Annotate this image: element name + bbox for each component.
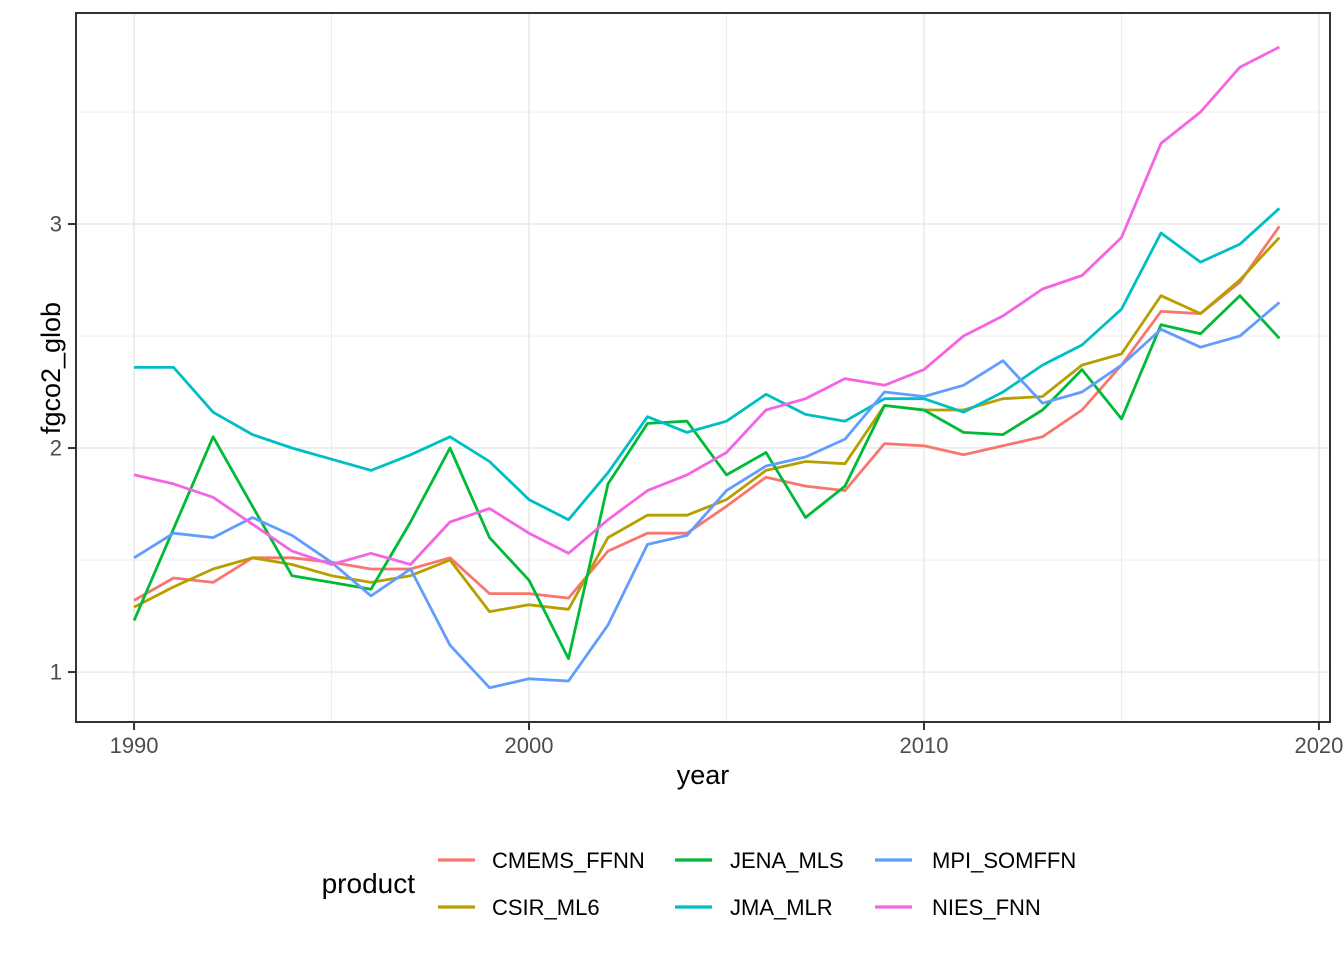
legend: product CMEMS_FFNN CSIR_ML6 JENA_MLS JMA… bbox=[322, 848, 1077, 920]
legend-entry-jena-mls: JENA_MLS bbox=[675, 848, 844, 873]
legend-label-csir-ml6: CSIR_ML6 bbox=[492, 895, 600, 920]
legend-title: product bbox=[322, 868, 416, 899]
series-line-JENA_MLS bbox=[132, 294, 1281, 660]
legend-label-mpi-somffn: MPI_SOMFFN bbox=[932, 848, 1076, 873]
y-tick-label: 2 bbox=[50, 436, 62, 461]
legend-entry-jma-mlr: JMA_MLR bbox=[675, 895, 833, 920]
x-tick-label: 2020 bbox=[1294, 733, 1343, 758]
legend-entry-mpi-somffn: MPI_SOMFFN bbox=[875, 848, 1076, 873]
axis-tick-labels: 1990 2000 2010 2020 1 2 3 bbox=[50, 212, 1344, 758]
x-tick-label: 1990 bbox=[110, 733, 159, 758]
minor-gridlines bbox=[76, 13, 1330, 722]
legend-entry-nies-fnn: NIES_FNN bbox=[875, 895, 1041, 920]
legend-label-cmems-ffnn: CMEMS_FFNN bbox=[492, 848, 645, 873]
y-axis-title: fgco2_glob bbox=[36, 302, 66, 434]
y-tick-label: 3 bbox=[50, 212, 62, 237]
series-line-NIES_FNN bbox=[133, 45, 1281, 566]
legend-label-jena-mls: JENA_MLS bbox=[730, 848, 844, 873]
x-axis-title: year bbox=[677, 760, 730, 790]
legend-label-jma-mlr: JMA_MLR bbox=[730, 895, 833, 920]
data-series-lines bbox=[132, 45, 1281, 690]
legend-entry-csir-ml6: CSIR_ML6 bbox=[438, 895, 600, 920]
x-tick-label: 2000 bbox=[505, 733, 554, 758]
panel-border bbox=[75, 12, 1331, 723]
legend-label-nies-fnn: NIES_FNN bbox=[932, 895, 1041, 920]
series-line-CSIR_ML6 bbox=[133, 236, 1281, 613]
axis-ticks bbox=[68, 223, 1320, 730]
y-tick-label: 1 bbox=[50, 660, 62, 685]
legend-entry-cmems-ffnn: CMEMS_FFNN bbox=[438, 848, 645, 873]
x-tick-label: 2010 bbox=[900, 733, 949, 758]
series-line-JMA_MLR bbox=[134, 207, 1281, 522]
major-gridlines bbox=[76, 13, 1330, 722]
series-line-MPI_SOMFFN bbox=[133, 301, 1281, 690]
